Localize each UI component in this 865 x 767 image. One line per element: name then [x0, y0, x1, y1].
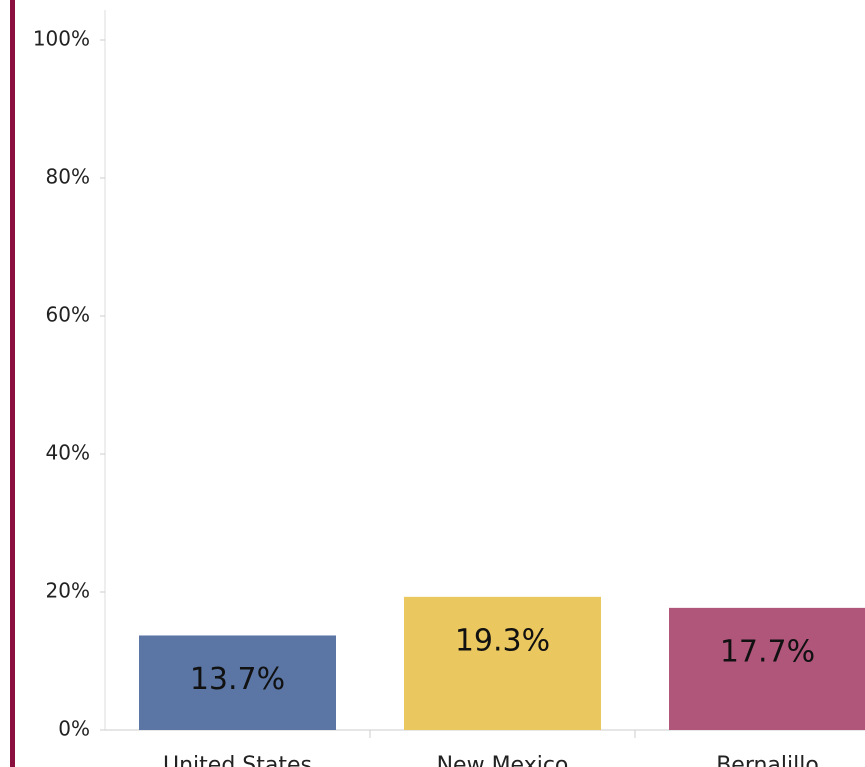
y-tick-label: 40% [46, 441, 90, 465]
y-tick-label: 100% [33, 27, 90, 51]
bar [404, 596, 601, 730]
bar [139, 635, 336, 730]
y-tick-label: 60% [46, 303, 90, 327]
bar [669, 607, 865, 730]
y-tick-label: 0% [58, 717, 90, 741]
side-border [10, 0, 15, 767]
value-label: 13.7% [190, 662, 285, 697]
value-label: 17.7% [720, 634, 815, 669]
y-tick-label: 80% [46, 165, 90, 189]
value-label: 19.3% [455, 623, 550, 658]
y-tick-label: 20% [46, 579, 90, 603]
x-tick-label: United States [163, 753, 312, 767]
x-tick-label: Bernalillo [716, 753, 819, 767]
x-tick-label: New Mexico [437, 753, 569, 767]
